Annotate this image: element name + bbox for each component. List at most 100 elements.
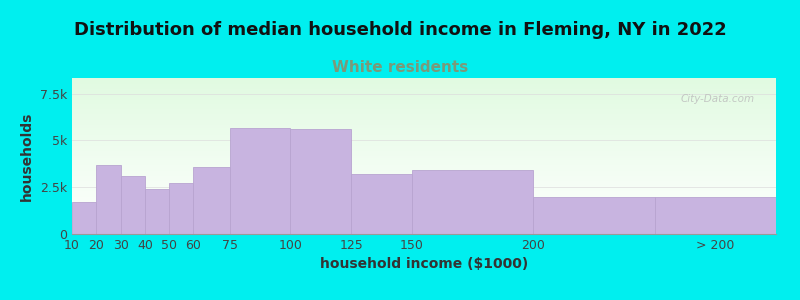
Bar xyxy=(72,104,776,105)
Bar xyxy=(72,230,776,231)
Bar xyxy=(72,223,776,224)
Bar xyxy=(72,174,776,175)
Bar xyxy=(72,182,776,183)
Bar xyxy=(72,88,776,89)
Bar xyxy=(72,218,776,219)
Bar xyxy=(72,233,776,234)
Bar xyxy=(72,188,776,189)
Bar xyxy=(72,82,776,83)
Bar xyxy=(72,148,776,149)
Bar xyxy=(194,167,230,234)
Bar xyxy=(72,208,776,209)
Bar xyxy=(412,170,534,234)
Bar xyxy=(72,112,776,113)
Bar xyxy=(72,178,776,179)
Bar xyxy=(72,99,776,100)
Bar xyxy=(72,200,776,201)
Bar xyxy=(72,113,776,114)
Bar xyxy=(72,129,776,130)
Bar xyxy=(72,191,776,192)
Bar xyxy=(72,161,776,162)
Bar xyxy=(72,169,776,171)
Bar xyxy=(72,181,776,182)
Bar xyxy=(72,199,776,200)
Bar xyxy=(534,196,654,234)
Bar xyxy=(72,171,776,172)
Bar xyxy=(72,84,776,85)
Bar xyxy=(72,105,776,106)
Bar xyxy=(72,92,776,93)
Bar xyxy=(72,184,776,185)
Y-axis label: households: households xyxy=(20,111,34,201)
Bar xyxy=(72,100,776,101)
Bar xyxy=(351,174,412,234)
Bar xyxy=(72,202,776,203)
Bar xyxy=(72,91,776,92)
Bar xyxy=(72,165,776,166)
Bar xyxy=(72,224,776,225)
Bar xyxy=(72,111,776,112)
Bar xyxy=(72,155,776,156)
Bar xyxy=(72,136,776,137)
Bar xyxy=(72,149,776,150)
Bar xyxy=(72,147,776,148)
Bar xyxy=(169,184,194,234)
Bar xyxy=(72,137,776,138)
Bar xyxy=(72,131,776,132)
Bar xyxy=(72,138,776,140)
Bar xyxy=(72,225,776,226)
Text: City-Data.com: City-Data.com xyxy=(681,94,755,103)
Bar xyxy=(72,231,776,232)
Bar xyxy=(72,78,776,79)
Bar xyxy=(72,110,776,111)
Bar xyxy=(72,103,776,104)
Bar xyxy=(96,165,121,234)
Bar xyxy=(72,163,776,164)
Bar xyxy=(72,192,776,194)
Bar xyxy=(72,133,776,134)
Text: White residents: White residents xyxy=(332,60,468,75)
Bar xyxy=(72,167,776,169)
Bar xyxy=(72,220,776,221)
Bar xyxy=(72,154,776,155)
Bar xyxy=(72,187,776,188)
Bar xyxy=(72,81,776,82)
Bar xyxy=(72,162,776,163)
Bar xyxy=(72,205,776,206)
Bar xyxy=(72,158,776,159)
Bar xyxy=(72,206,776,207)
Bar xyxy=(72,164,776,165)
Bar xyxy=(72,98,776,99)
Bar xyxy=(72,202,96,234)
Bar xyxy=(72,93,776,94)
Bar xyxy=(72,150,776,151)
Bar xyxy=(290,129,351,234)
Bar xyxy=(72,175,776,176)
Bar xyxy=(72,130,776,131)
Bar xyxy=(72,210,776,211)
Bar xyxy=(72,185,776,186)
Bar xyxy=(72,209,776,210)
Bar xyxy=(72,203,776,204)
Bar xyxy=(72,179,776,180)
Bar xyxy=(72,118,776,119)
Bar xyxy=(72,153,776,154)
Bar xyxy=(72,156,776,157)
Bar xyxy=(72,219,776,220)
Bar xyxy=(72,120,776,121)
Bar xyxy=(72,176,776,177)
Bar xyxy=(72,143,776,145)
Bar xyxy=(72,177,776,178)
Bar xyxy=(72,180,776,181)
Bar xyxy=(72,160,776,161)
Bar xyxy=(72,85,776,86)
Bar xyxy=(72,128,776,129)
Bar xyxy=(72,125,776,126)
Bar xyxy=(72,122,776,123)
Bar xyxy=(72,80,776,81)
Bar xyxy=(72,86,776,87)
Bar xyxy=(72,97,776,98)
Bar xyxy=(72,127,776,128)
Bar xyxy=(72,135,776,136)
Bar xyxy=(72,121,776,122)
